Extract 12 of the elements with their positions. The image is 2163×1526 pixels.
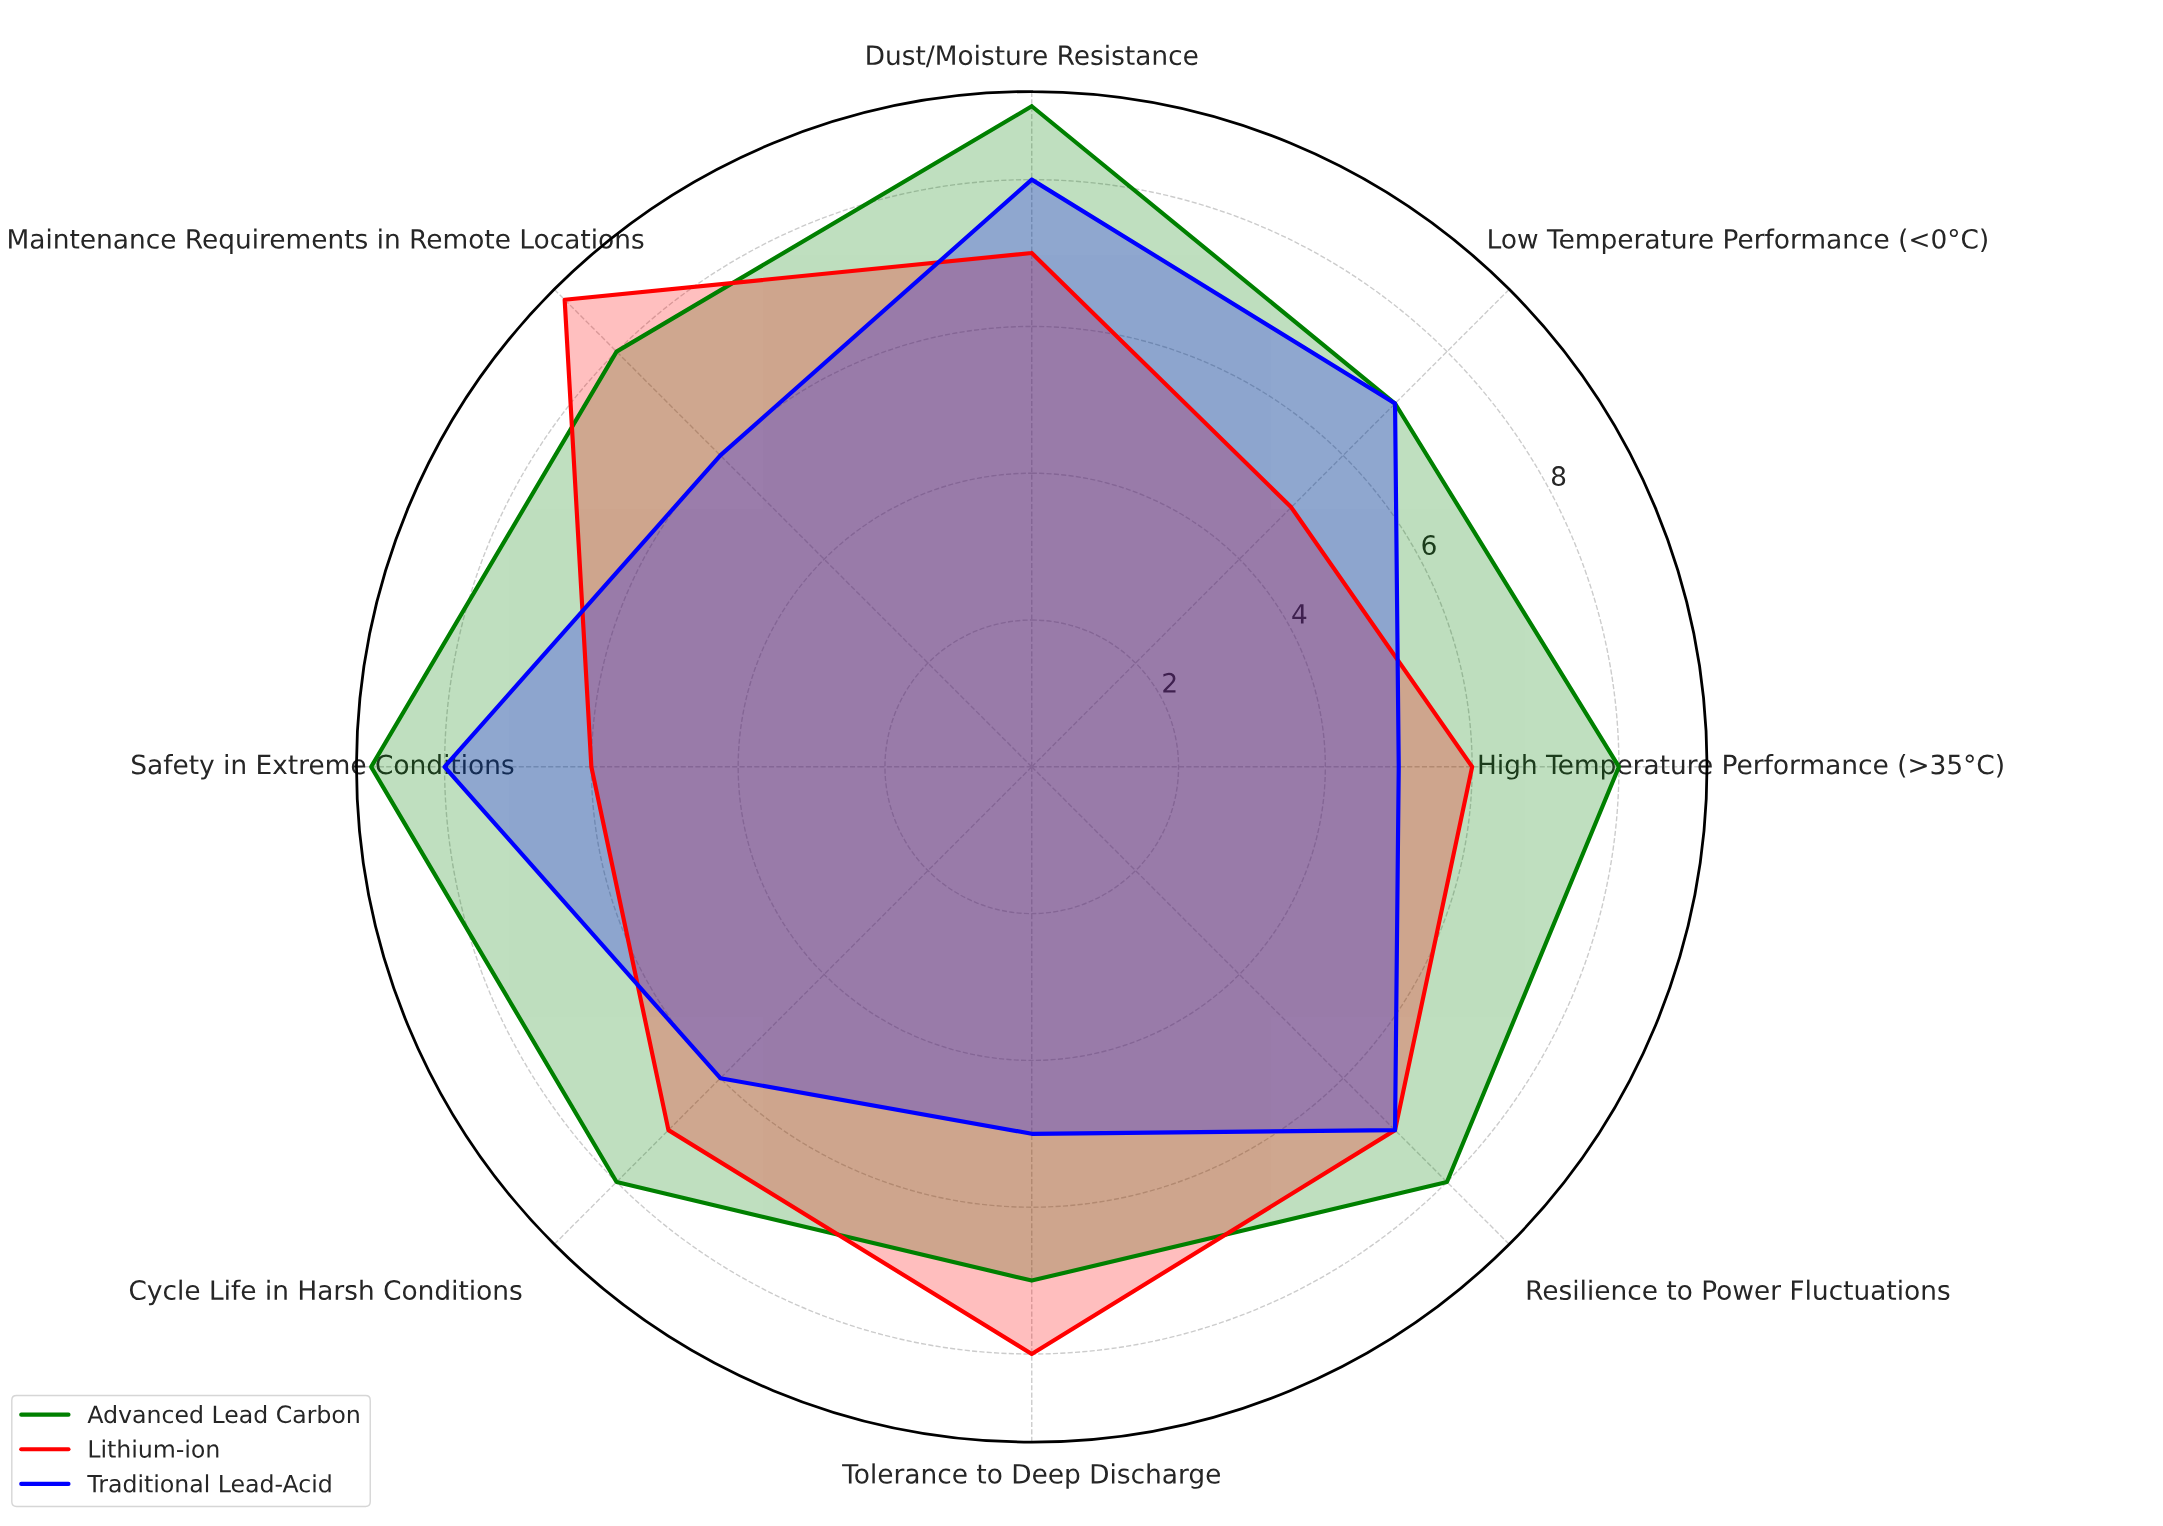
spoke-label: Low Temperature Performance (<0°C): [1489, 228, 1987, 254]
spoke-label: Dust/Moisture Resistance: [867, 44, 1198, 68]
spoke-label: Cycle Life in Harsh Conditions: [129, 1279, 522, 1306]
spoke-label: Resilience to Power Fluctuations: [1527, 1279, 1950, 1301]
legend-label: Advanced Lead Carbon: [87, 1404, 359, 1424]
y-tick-label: 2: [1163, 672, 1176, 693]
y-tick-label: 6: [1422, 534, 1436, 555]
y-tick-label: 4: [1292, 604, 1307, 624]
legend-label: Lithium-ion: [89, 1439, 219, 1458]
y-tick-label: 8: [1551, 466, 1566, 487]
legend-label: Traditional Lead-Acid: [87, 1474, 331, 1493]
spoke-label: Tolerance to Deep Discharge: [842, 1463, 1220, 1489]
